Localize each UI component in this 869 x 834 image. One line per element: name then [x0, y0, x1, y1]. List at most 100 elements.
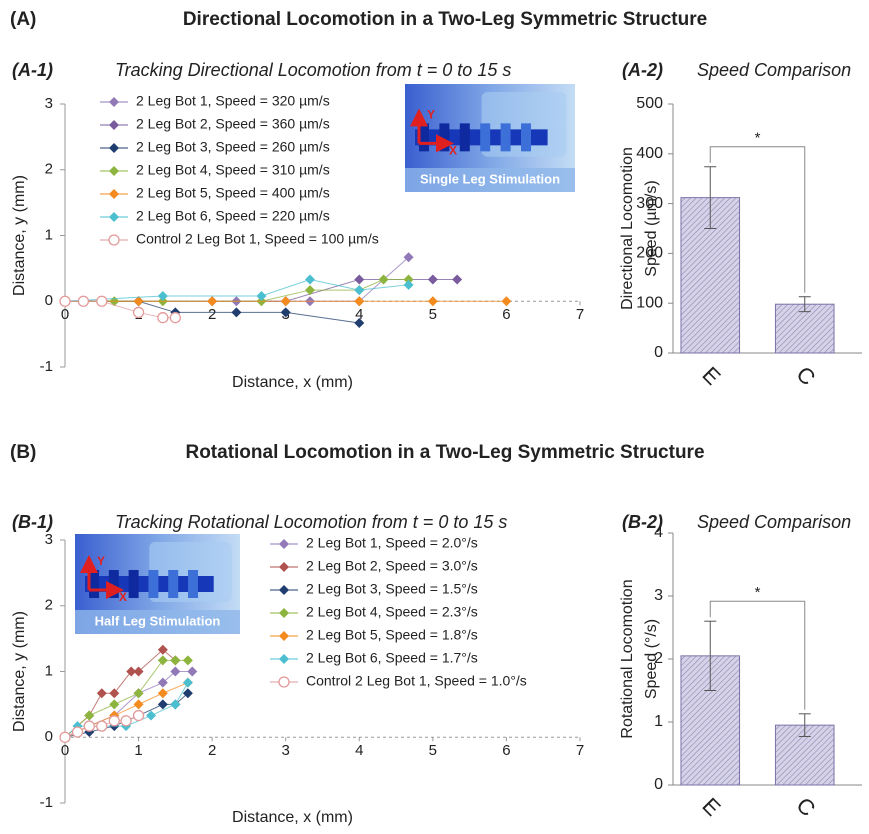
marker [169, 312, 182, 324]
marker [157, 699, 168, 710]
y-axis-title: Distance, y (mm) [11, 175, 28, 296]
marker [157, 688, 168, 699]
marker [170, 699, 181, 710]
inset-x-label: X [119, 590, 127, 604]
legend-marker [108, 234, 120, 246]
y-tick-label: 300 [636, 195, 663, 212]
x-tick-label: 7 [576, 306, 584, 323]
section-title: Rotational Locomotion in a Two-Leg Symme… [185, 442, 704, 463]
y-axis-title: Rotational Locomotion [619, 579, 636, 738]
marker [83, 720, 95, 732]
marker [133, 688, 144, 699]
panel-label: (B-2) [622, 512, 663, 532]
bot-leg [439, 123, 450, 152]
marker [403, 279, 414, 290]
bot-leg [459, 123, 470, 152]
bot-leg [89, 570, 99, 598]
chart-title: Tracking Directional Locomotion from t =… [115, 60, 511, 80]
inset-y-label: Y [97, 554, 105, 568]
marker [132, 709, 145, 722]
legend-label: 2 Leg Bot 5, Speed = 1.8°/s [306, 627, 478, 643]
legend-marker [109, 189, 119, 199]
legend-marker [279, 539, 289, 549]
marker [403, 274, 414, 285]
legend-marker [279, 608, 289, 618]
legend-label: 2 Leg Bot 3, Speed = 1.5°/s [306, 581, 478, 597]
x-tick-label: 5 [429, 306, 437, 323]
y-tick-label: 200 [636, 245, 663, 262]
legend-marker [109, 97, 119, 107]
inset-band [75, 610, 240, 634]
series-line [64, 279, 409, 302]
marker [157, 312, 169, 324]
marker [354, 274, 365, 285]
x-axis-title: Distance, x (mm) [232, 374, 353, 391]
marker [157, 644, 168, 655]
section-title: Directional Locomotion in a Two-Leg Symm… [183, 9, 707, 30]
marker [354, 317, 365, 328]
legend-label: 2 Leg Bot 6, Speed = 220 µm/s [136, 208, 330, 224]
legend-label: 2 Leg Bot 4, Speed = 2.3°/s [306, 604, 478, 620]
marker [109, 699, 120, 710]
x-tick-label: 7 [576, 742, 584, 759]
legend-marker [109, 212, 119, 222]
inset-y-label: Y [427, 108, 435, 122]
y-tick-label: 0 [45, 292, 53, 309]
series-line [64, 649, 176, 738]
marker [304, 274, 315, 285]
y-tick-label: -1 [40, 358, 53, 375]
x-tick-label: 0 [61, 742, 69, 759]
marker [108, 715, 120, 727]
significance-label: * [755, 584, 761, 601]
bot-leg [188, 570, 198, 598]
x-tick-label: 2 [208, 306, 216, 323]
marker [96, 720, 108, 732]
marker [427, 296, 438, 307]
marker [96, 295, 108, 307]
marker [452, 274, 463, 285]
marker [403, 252, 414, 263]
marker [304, 285, 315, 296]
marker [96, 688, 107, 699]
bot-leg [168, 570, 179, 598]
legend-marker [279, 654, 289, 664]
y-tick-label: 4 [654, 524, 663, 541]
y-tick-label: 3 [45, 531, 53, 548]
x-tick-label: 6 [502, 306, 510, 323]
y-tick-label: 2 [654, 650, 663, 667]
marker [146, 710, 157, 721]
x-tick-label: 4 [355, 742, 363, 759]
marker [157, 677, 168, 688]
y-tick-label: 100 [636, 294, 663, 311]
panel-label: (A-2) [622, 60, 663, 80]
bot-leg [128, 570, 139, 598]
bot-leg [500, 123, 511, 152]
chart-title: Tracking Rotational Locomotion from t = … [115, 512, 507, 532]
legend-marker [278, 676, 290, 688]
marker [133, 666, 144, 677]
y-tick-label: 1 [45, 662, 53, 679]
y-tick-label: 0 [45, 728, 53, 745]
marker [231, 307, 242, 318]
y-tick-label: 2 [45, 161, 53, 178]
inset: Y X Half Leg Stimulation [75, 534, 240, 634]
significance-label: * [755, 130, 761, 147]
bot-leg [419, 123, 429, 152]
significance-bracket [709, 600, 806, 710]
marker [280, 296, 291, 307]
y-tick-label: 0 [654, 776, 663, 793]
x-tick-label: 1 [134, 742, 142, 759]
inset-band [405, 168, 575, 192]
marker [354, 296, 365, 307]
legend-marker [279, 562, 289, 572]
bot-leg [108, 570, 119, 598]
inset: Y X Single Leg Stimulation [405, 84, 575, 192]
marker [133, 699, 144, 710]
marker [501, 296, 512, 307]
marker [280, 307, 291, 318]
bar [774, 303, 835, 354]
section-label: (A) [10, 9, 36, 30]
section-label: (B) [10, 442, 36, 463]
y-tick-label: 0 [654, 344, 663, 361]
